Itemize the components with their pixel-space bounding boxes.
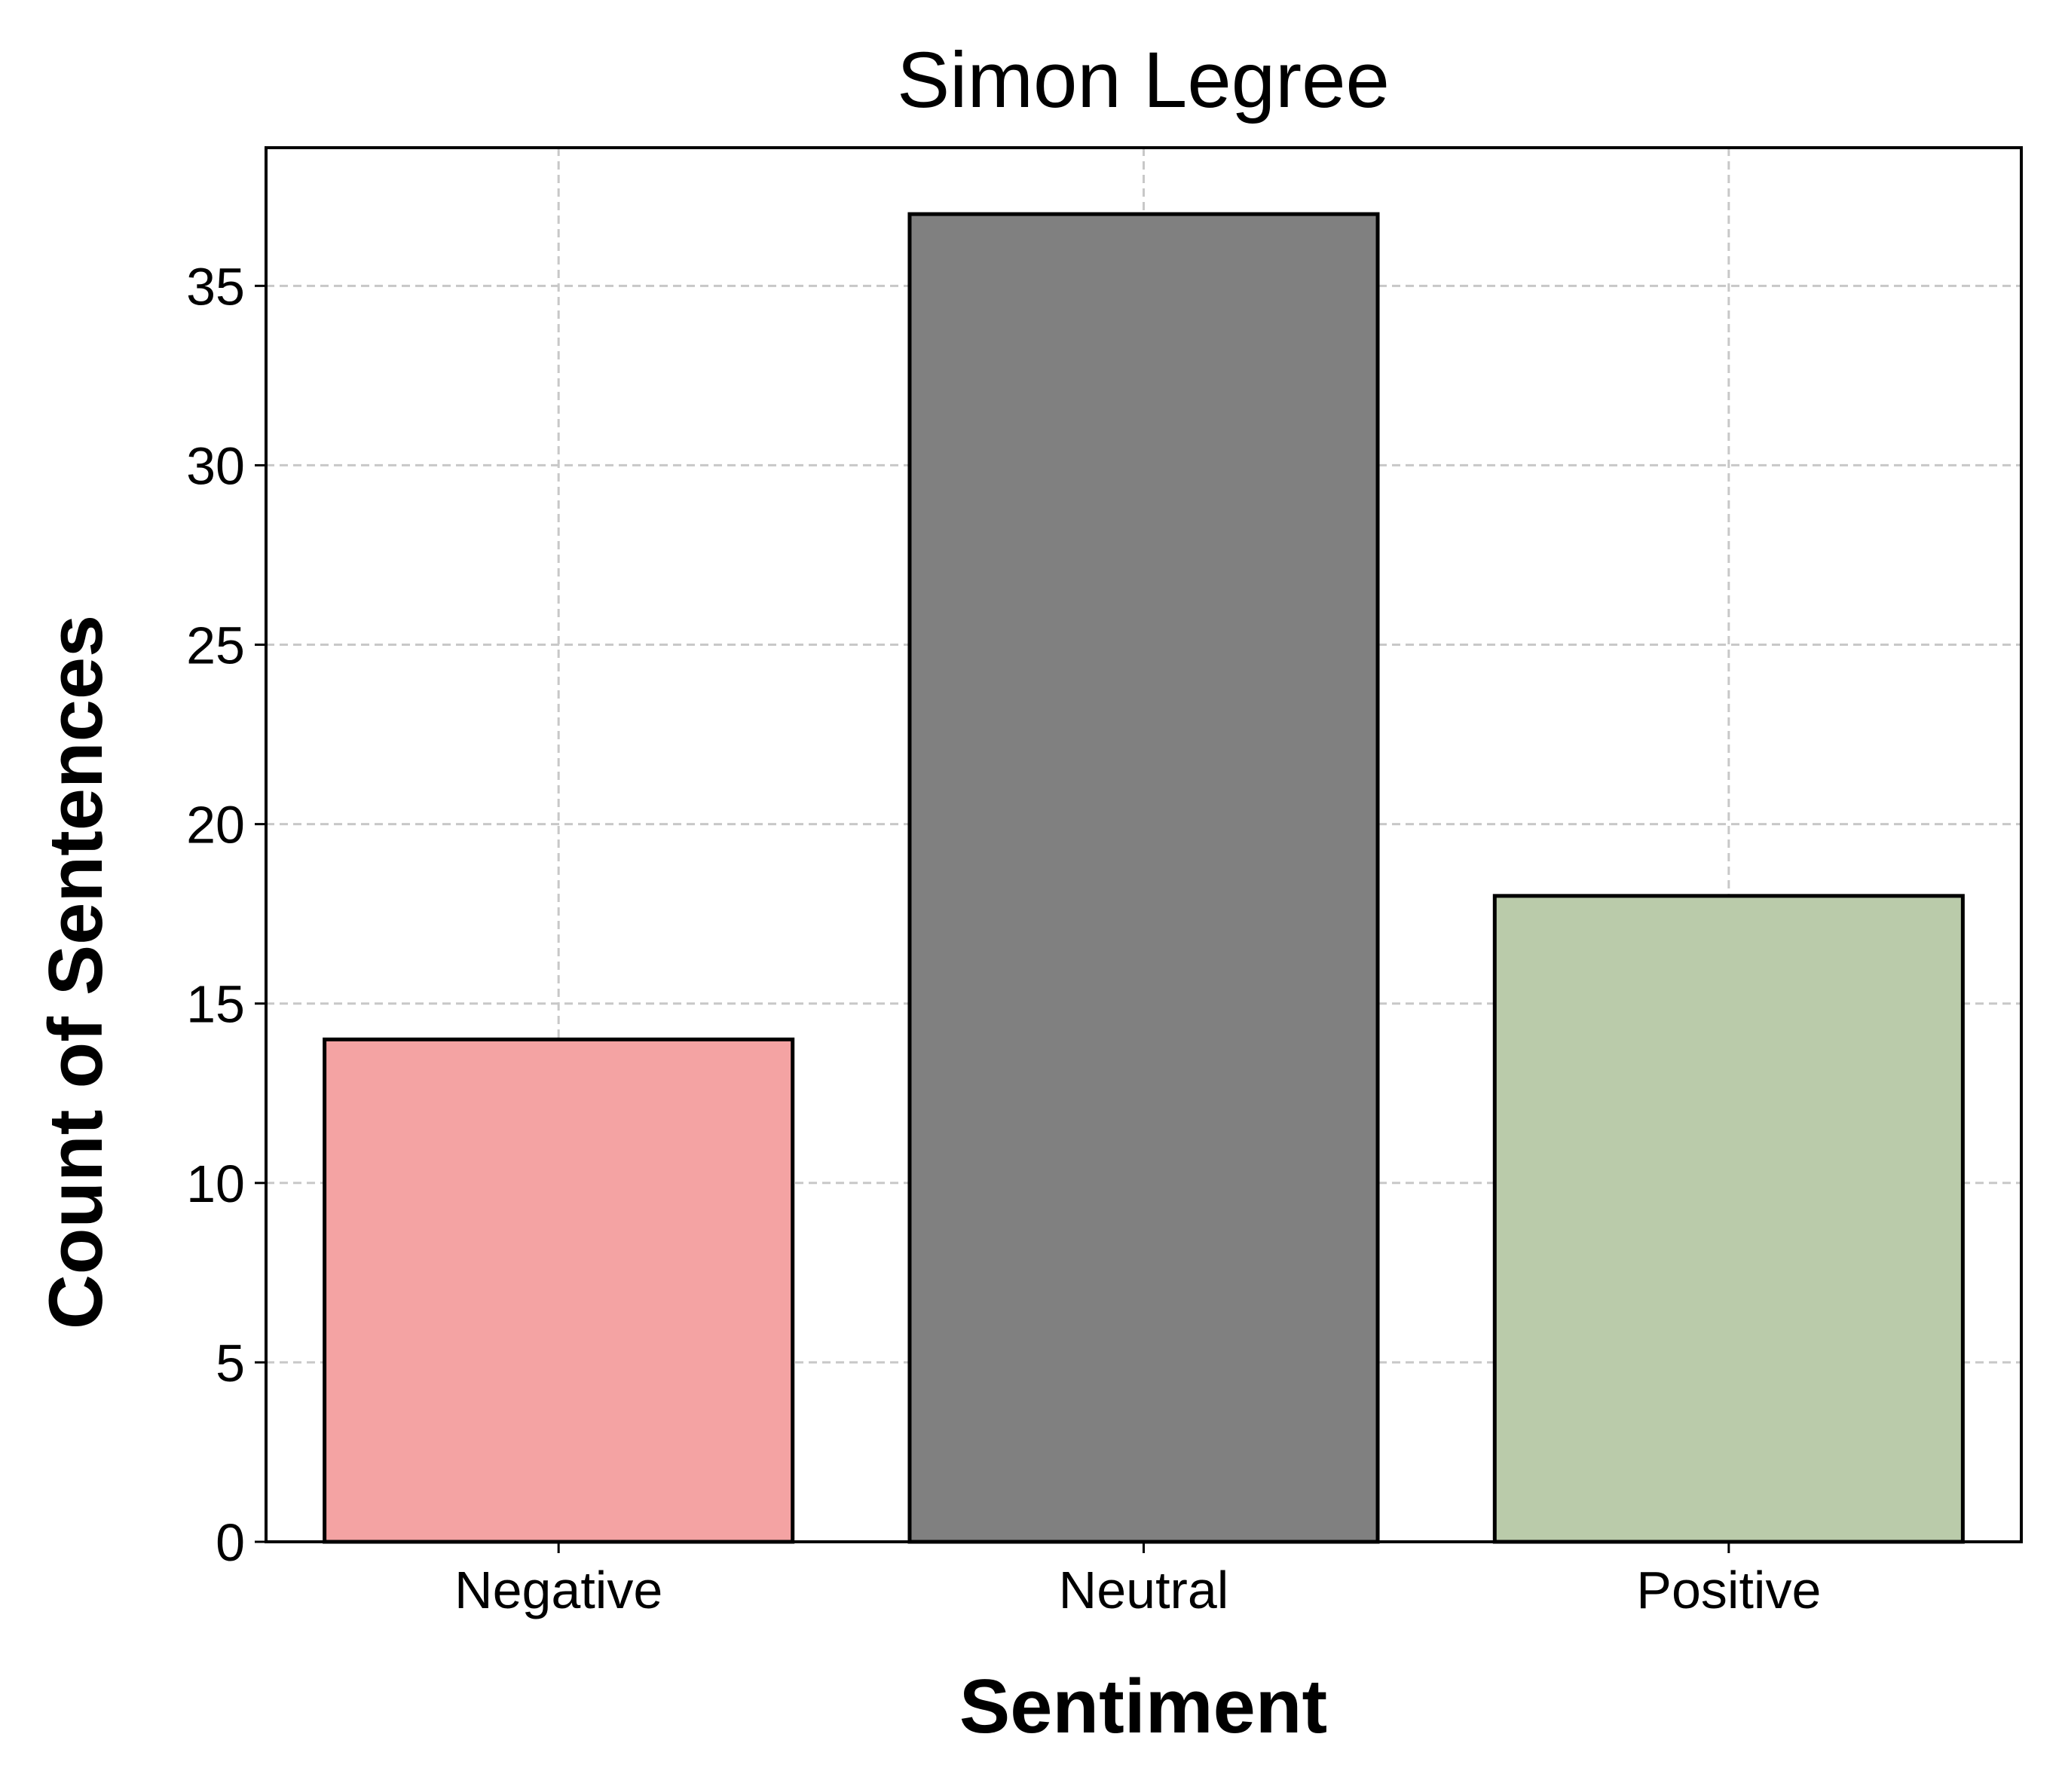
y-tick-label: 5 <box>216 1334 245 1393</box>
y-tick-label: 35 <box>186 257 245 316</box>
x-tick-label: Positive <box>1636 1561 1821 1619</box>
y-tick-label: 10 <box>186 1154 245 1213</box>
y-tick-label: 30 <box>186 436 245 495</box>
x-axis-ticks: Negative Neutral Positive <box>454 1542 1821 1619</box>
bar-positive <box>1492 894 1965 1544</box>
x-tick-label: Negative <box>454 1561 662 1619</box>
y-axis-label: Count of Sentences <box>34 615 118 1329</box>
chart-title: Simon Legree <box>897 36 1390 124</box>
bar-negative <box>323 1037 795 1544</box>
y-axis-ticks: 0 5 10 15 20 25 30 35 <box>186 257 266 1572</box>
y-tick-label: 15 <box>186 975 245 1034</box>
bars <box>323 212 1965 1544</box>
x-tick-label: Neutral <box>1059 1561 1229 1619</box>
y-tick-label: 25 <box>186 616 245 675</box>
y-tick-label: 20 <box>186 796 245 855</box>
x-axis-label: Sentiment <box>959 1665 1327 1749</box>
bar-neutral <box>907 212 1380 1544</box>
y-tick-label: 0 <box>216 1513 245 1572</box>
